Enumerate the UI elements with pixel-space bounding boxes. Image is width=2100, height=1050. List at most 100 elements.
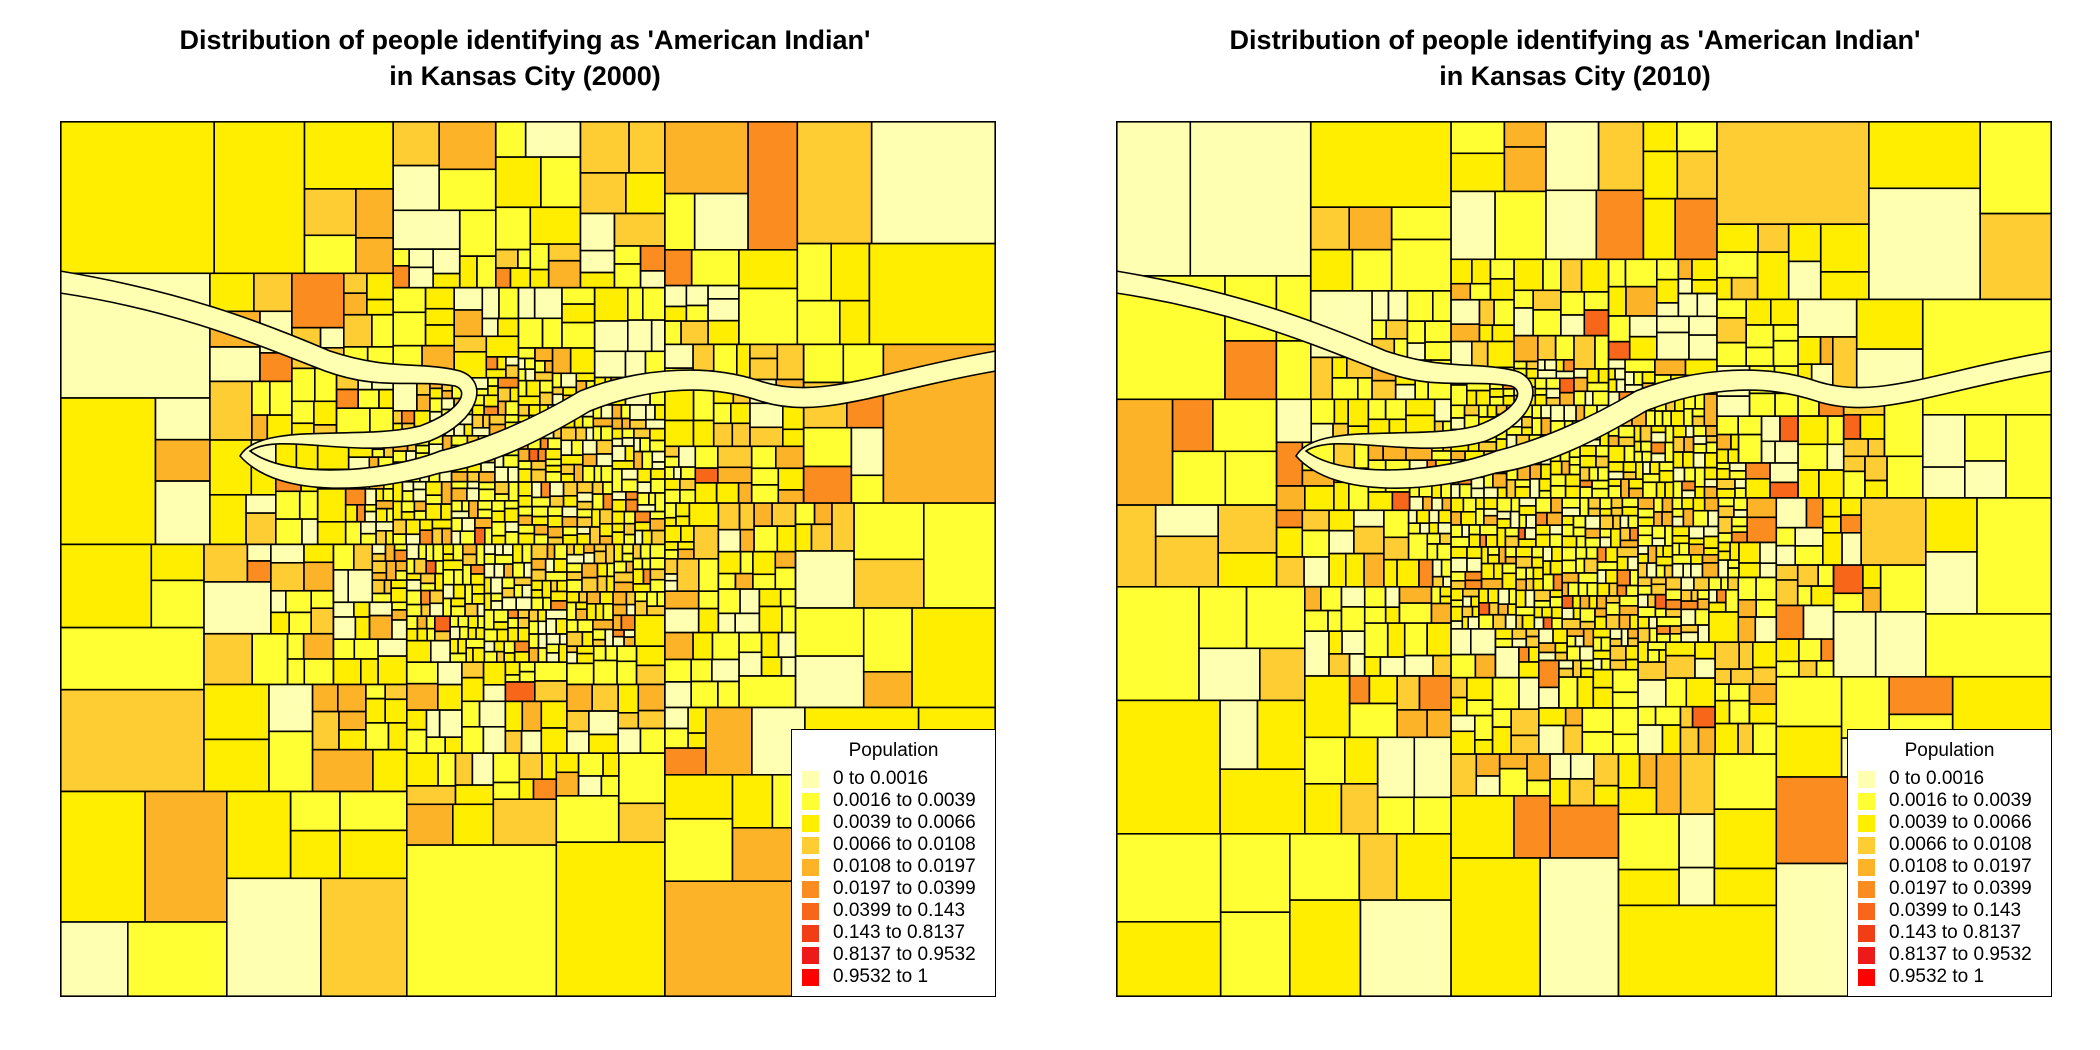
census-tract [1198, 647, 1261, 702]
census-tract [774, 445, 805, 469]
census-tract [1450, 190, 1496, 261]
census-tract [598, 508, 614, 525]
census-tract [425, 543, 435, 562]
census-tract [1595, 444, 1610, 458]
census-tract [1550, 617, 1563, 630]
census-tract [1622, 461, 1637, 474]
census-tract [1304, 630, 1330, 677]
census-tract [1596, 546, 1607, 563]
census-tract [566, 730, 590, 754]
census-tract [416, 615, 428, 630]
census-tract [1568, 778, 1595, 807]
census-tract [483, 405, 499, 416]
census-tract [1384, 398, 1407, 421]
census-tract [1593, 784, 1620, 807]
census-tract [1716, 467, 1731, 480]
census-tract [1310, 206, 1351, 251]
census-tract [1561, 535, 1578, 549]
census-tract [474, 527, 486, 546]
census-tract [1219, 832, 1291, 913]
census-tract [371, 579, 386, 595]
census-tract [477, 615, 486, 629]
census-tract [504, 661, 521, 676]
census-tract [483, 527, 493, 546]
census-tract [1714, 683, 1730, 702]
census-tract [1541, 606, 1553, 619]
census-tract [1832, 611, 1877, 678]
census-tract [450, 605, 466, 618]
census-tract [566, 651, 578, 665]
census-tract [507, 481, 520, 502]
legend-label: 0 to 0.0016 [1889, 768, 1985, 789]
census-tract [1503, 121, 1547, 148]
census-tract [600, 404, 614, 420]
census-tract [464, 583, 474, 605]
census-tract [1580, 659, 1595, 670]
census-tract [578, 591, 588, 604]
census-tract [405, 752, 439, 787]
census-tract [338, 728, 367, 751]
census-tract [458, 625, 470, 640]
census-tract [731, 773, 774, 829]
census-tract [1734, 487, 1747, 499]
census-tract [461, 676, 485, 703]
census-tract [457, 638, 468, 655]
census-tract [1450, 857, 1542, 997]
census-tract [449, 615, 460, 628]
census-tract [1821, 515, 1842, 534]
census-tract [545, 652, 560, 664]
census-tract [517, 514, 533, 526]
census-tract [1515, 555, 1533, 569]
census-tract [636, 481, 652, 494]
choropleth-map-2000 [60, 121, 996, 997]
census-tract [1520, 416, 1533, 429]
census-tract [596, 562, 608, 578]
census-tract [664, 502, 677, 519]
census-tract [1573, 368, 1589, 379]
census-tract [1466, 557, 1483, 573]
census-tract [1584, 536, 1601, 549]
census-tract [1405, 398, 1436, 417]
census-tract [1510, 497, 1521, 513]
census-tract [529, 268, 550, 289]
census-tract [623, 533, 636, 546]
census-tract [1769, 481, 1799, 499]
census-tract [1607, 285, 1627, 317]
census-tract [525, 379, 541, 398]
census-tract [802, 465, 853, 504]
census-tract [213, 121, 306, 275]
census-tract [1379, 656, 1406, 677]
census-tract [1275, 441, 1304, 487]
census-tract [611, 510, 626, 525]
census-tract [1596, 569, 1607, 585]
census-tract [1728, 683, 1751, 702]
census-tract [400, 500, 416, 513]
census-tract [634, 600, 648, 617]
census-tract [1367, 491, 1394, 512]
census-tract [517, 460, 533, 471]
census-tract [1617, 904, 1778, 997]
census-tract [1607, 435, 1620, 447]
census-tract [579, 249, 616, 274]
census-tract [1759, 562, 1778, 579]
census-tract [639, 543, 652, 560]
census-tract [1394, 383, 1417, 401]
census-tract [1677, 292, 1699, 318]
census-tract [1669, 632, 1682, 643]
census-tract [1496, 486, 1508, 499]
census-tract [405, 579, 422, 592]
census-tract [664, 727, 690, 749]
census-tract [1855, 298, 1924, 350]
census-tract [245, 512, 277, 546]
census-tract [365, 722, 390, 751]
legend-item: 0.0197 to 0.0399 [802, 878, 976, 900]
census-tract [442, 559, 464, 571]
census-tract [528, 620, 540, 635]
census-tract [625, 498, 639, 513]
census-tract [1475, 753, 1501, 777]
census-tract [1552, 628, 1569, 644]
census-tract [1560, 258, 1583, 293]
census-tract [777, 631, 797, 659]
census-tract [289, 829, 341, 880]
census-tract [1679, 753, 1716, 815]
